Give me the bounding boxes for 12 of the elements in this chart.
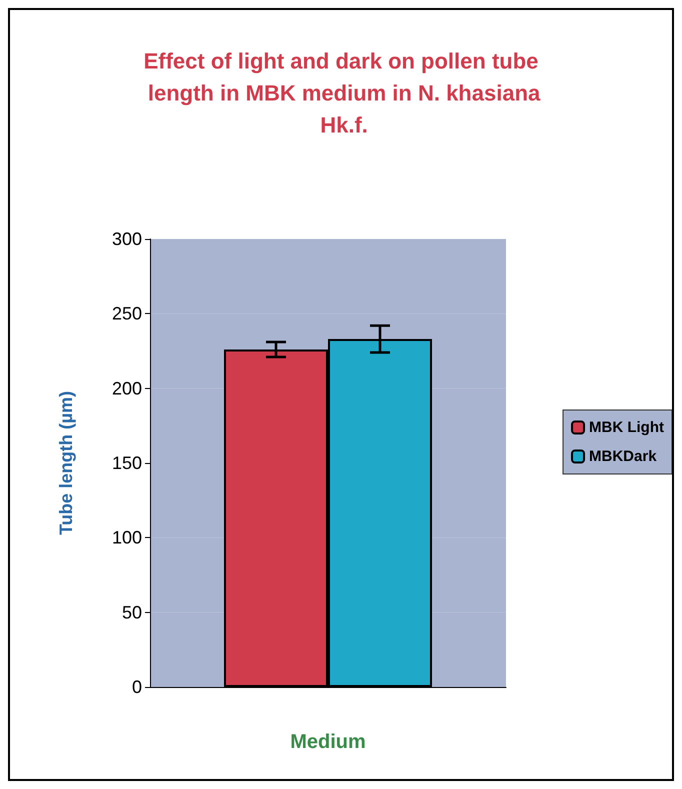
legend-label: MBKDark (589, 448, 658, 465)
y-tick-label: 200 (112, 378, 142, 398)
x-axis-title: Medium (290, 731, 366, 753)
chart-title: Effect of light and dark on pollen tube length in MBK medium in N. khasiana Hk.f. (142, 48, 542, 138)
y-tick-label: 100 (112, 528, 142, 548)
y-axis-title: Tube length (µm) (56, 390, 76, 536)
y-tick-label: 250 (112, 304, 142, 324)
y-tick-label: 0 (132, 677, 142, 697)
y-tick-label: 300 (112, 229, 142, 249)
legend-label: MBK Light (589, 419, 664, 436)
y-tick-label: 50 (122, 602, 142, 622)
y-tick-label: 150 (112, 453, 142, 473)
